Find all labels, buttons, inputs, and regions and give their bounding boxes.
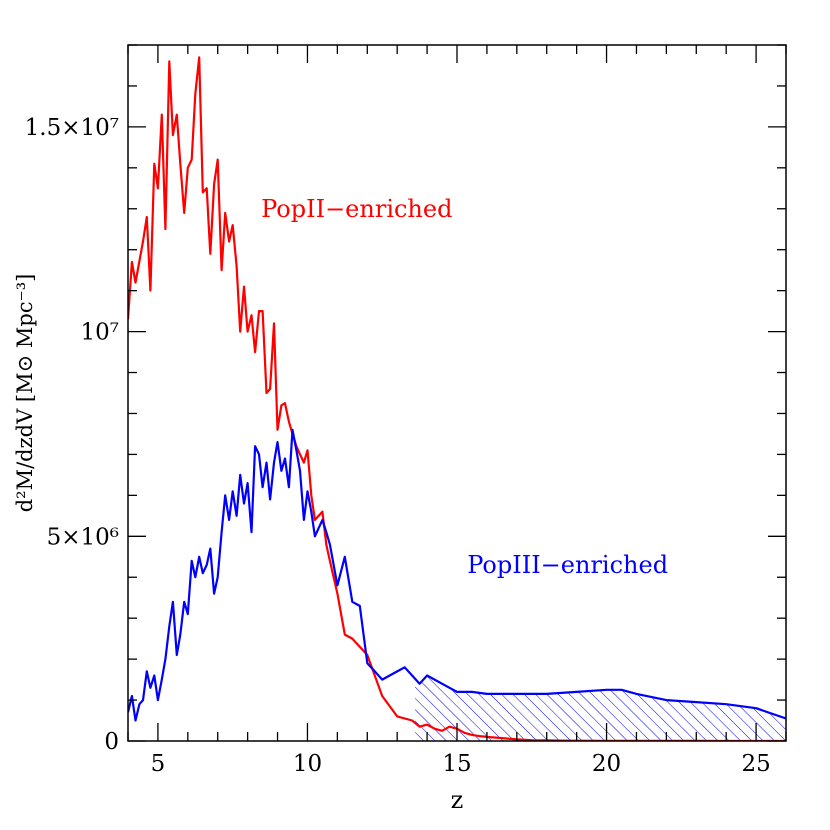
plot-area [128,56,786,741]
y-tick-label: 10⁷ [81,320,120,346]
axis-ticks [127,44,787,742]
x-tick-label: 25 [741,751,770,777]
x-tick-label: 20 [592,751,621,777]
popiii-enriched-label: PopIII−enriched [467,551,668,579]
popiii-hatched-region [415,675,786,741]
y-tick-label: 0 [104,729,119,755]
x-tick-label: 10 [293,751,322,777]
plot-frame [127,44,787,742]
y-tick-label: 5×10⁶ [47,524,119,550]
tick-labels: 5 10 15 20 25 0 5×10⁶ 10⁷ 1.5×10⁷ [25,115,771,777]
popiii-enriched-line [128,428,786,722]
y-axis-label: d²M/dzdV [M⊙ Mpc⁻³] [13,274,37,513]
x-axis-label: z [451,786,464,814]
y-tick-label: 1.5×10⁷ [25,115,119,141]
x-tick-label: 5 [151,751,166,777]
popii-enriched-label: PopII−enriched [261,195,452,223]
x-tick-label: 15 [442,751,471,777]
popii-enriched-line [128,56,786,741]
